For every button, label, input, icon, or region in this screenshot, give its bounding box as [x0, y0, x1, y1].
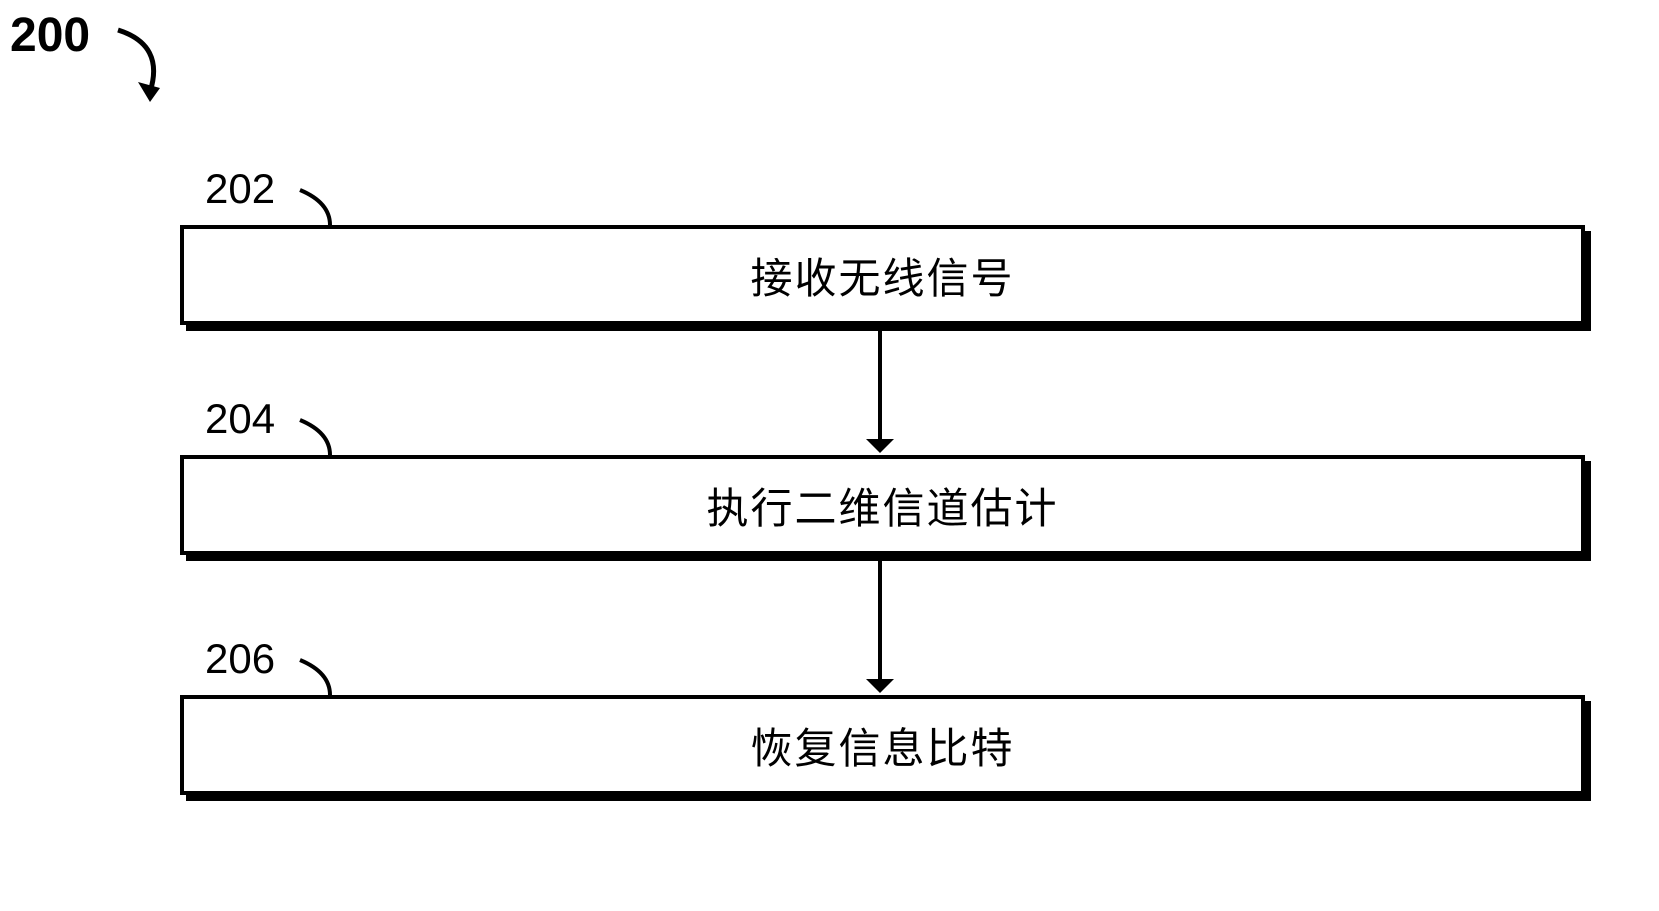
connector-204-206-arrowhead [866, 679, 894, 693]
connector-204-206-line [878, 561, 882, 681]
box-202-text: 接收无线信号 [750, 245, 1014, 306]
box-206: 恢复信息比特 [180, 695, 1585, 795]
connector-202-204-line [878, 331, 882, 441]
box-206-text: 恢复信息比特 [750, 715, 1014, 776]
box-204-text: 执行二维信道估计 [706, 475, 1058, 536]
connector-202-204-arrowhead [866, 439, 894, 453]
